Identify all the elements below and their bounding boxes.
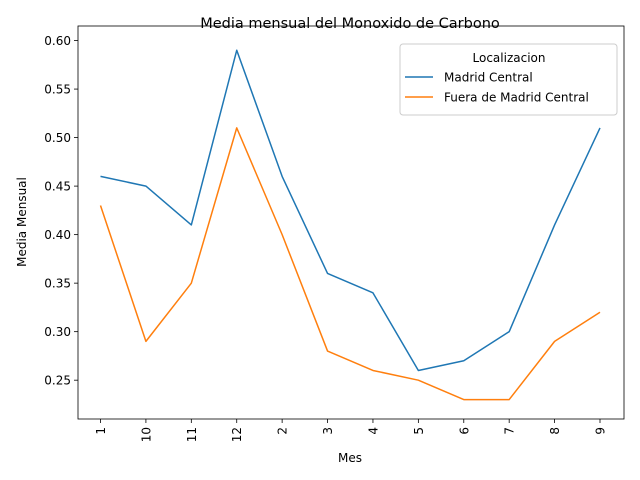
x-tick-label: 6: [457, 427, 471, 435]
x-tick-label: 5: [412, 427, 426, 435]
x-axis-label: Mes: [338, 451, 362, 465]
legend-title: Localizacion: [473, 51, 546, 65]
y-tick-label: 0.35: [44, 277, 71, 291]
plot-frame: [77, 25, 625, 420]
x-tick-label: 3: [321, 427, 335, 435]
plot-area: [99, 49, 601, 401]
x-tick-label: 11: [185, 427, 199, 442]
series-line-2: [99, 127, 601, 401]
x-tick-label: 9: [594, 427, 608, 435]
series-line-1: [100, 49, 601, 372]
y-tick-label: 0.45: [44, 180, 71, 194]
x-tick-label: 8: [548, 427, 562, 435]
x-tick-label: 7: [503, 427, 517, 435]
y-tick-label: 0.40: [44, 228, 71, 242]
legend: Localizacion Madrid Central Fuera de Madr…: [399, 43, 618, 116]
legend-label-2: Fuera de Madrid Central: [444, 91, 589, 105]
y-tick-label: 0.30: [44, 325, 71, 339]
y-tick-label: 0.50: [44, 131, 71, 145]
x-tick-label: 2: [276, 427, 290, 435]
y-axis-label: Media Mensual: [15, 177, 29, 267]
y-tick-label: 0.25: [44, 374, 71, 388]
legend-box: [399, 43, 618, 116]
x-tick-label: 1: [94, 427, 108, 435]
legend-label-1: Madrid Central: [444, 71, 533, 85]
y-tick-label: 0.60: [44, 34, 71, 48]
x-tick-label: 4: [366, 427, 380, 435]
y-tick-label: 0.55: [44, 83, 71, 97]
x-tick-label: 12: [230, 427, 244, 442]
x-tick-label: 10: [139, 427, 153, 442]
chart-title: Media mensual del Monoxido de Carbono: [200, 16, 500, 32]
